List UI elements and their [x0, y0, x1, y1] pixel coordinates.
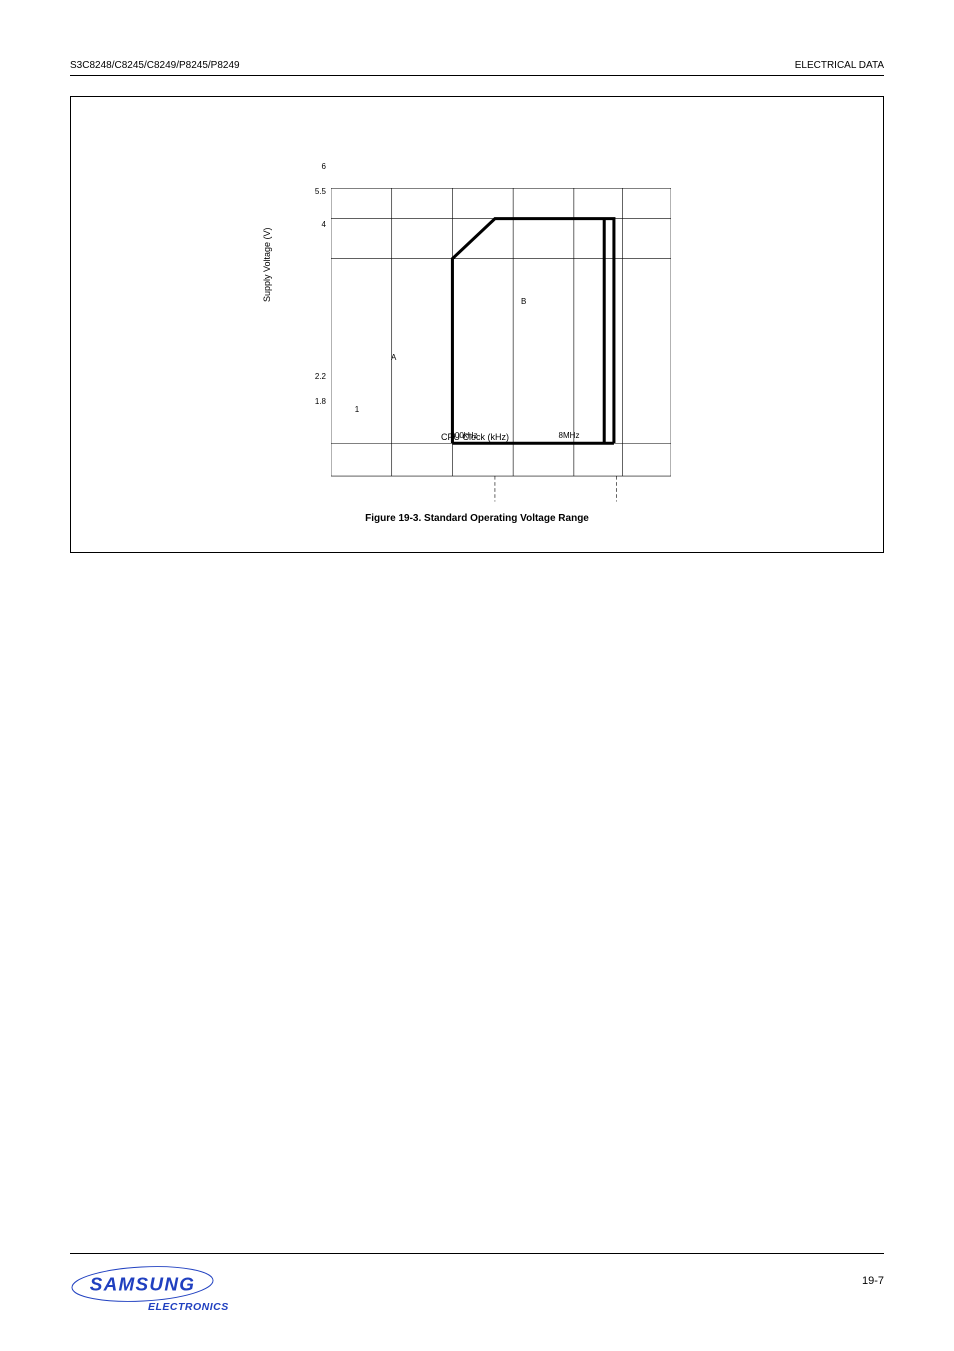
header-rule [70, 75, 884, 76]
figure-box: 6 5.5 4 2.2 1.8 1 400kHz 8MHz A B Supply… [70, 96, 884, 553]
header-row: S3C8248/C8245/C8249/P8245/P8249 ELECTRIC… [70, 60, 884, 71]
samsung-logo: SAMSUNG ELECTRONICS [70, 1264, 884, 1313]
y-label-2-2: 2.2 [286, 372, 326, 381]
page-number: 19-7 [862, 1275, 884, 1287]
y-label-5-5: 5.5 [286, 187, 326, 196]
header-left: S3C8248/C8245/C8249/P8245/P8249 [70, 60, 240, 71]
header-right: ELECTRICAL DATA [795, 60, 884, 71]
samsung-oval-icon: SAMSUNG [70, 1264, 215, 1304]
page: S3C8248/C8245/C8249/P8245/P8249 ELECTRIC… [0, 0, 954, 1351]
operating-voltage-chart [331, 167, 671, 507]
y-label-6: 6 [286, 162, 326, 171]
figure-caption: Figure 19-3. Standard Operating Voltage … [71, 513, 883, 524]
x-label-8mhz: 8MHz [551, 431, 587, 440]
y-label-4: 4 [286, 220, 326, 229]
x-label-1: 1 [347, 405, 367, 414]
y-label-1-8: 1.8 [286, 397, 326, 406]
region-b: B [521, 297, 526, 306]
y-axis-title: Supply Voltage (V) [262, 227, 272, 302]
footer-rule [70, 1253, 884, 1254]
footer-area: SAMSUNG ELECTRONICS 19-7 [70, 1253, 884, 1313]
x-axis-title: CPU Clock (kHz) [441, 432, 509, 442]
region-a: A [391, 353, 396, 362]
svg-text:SAMSUNG: SAMSUNG [90, 1274, 195, 1295]
